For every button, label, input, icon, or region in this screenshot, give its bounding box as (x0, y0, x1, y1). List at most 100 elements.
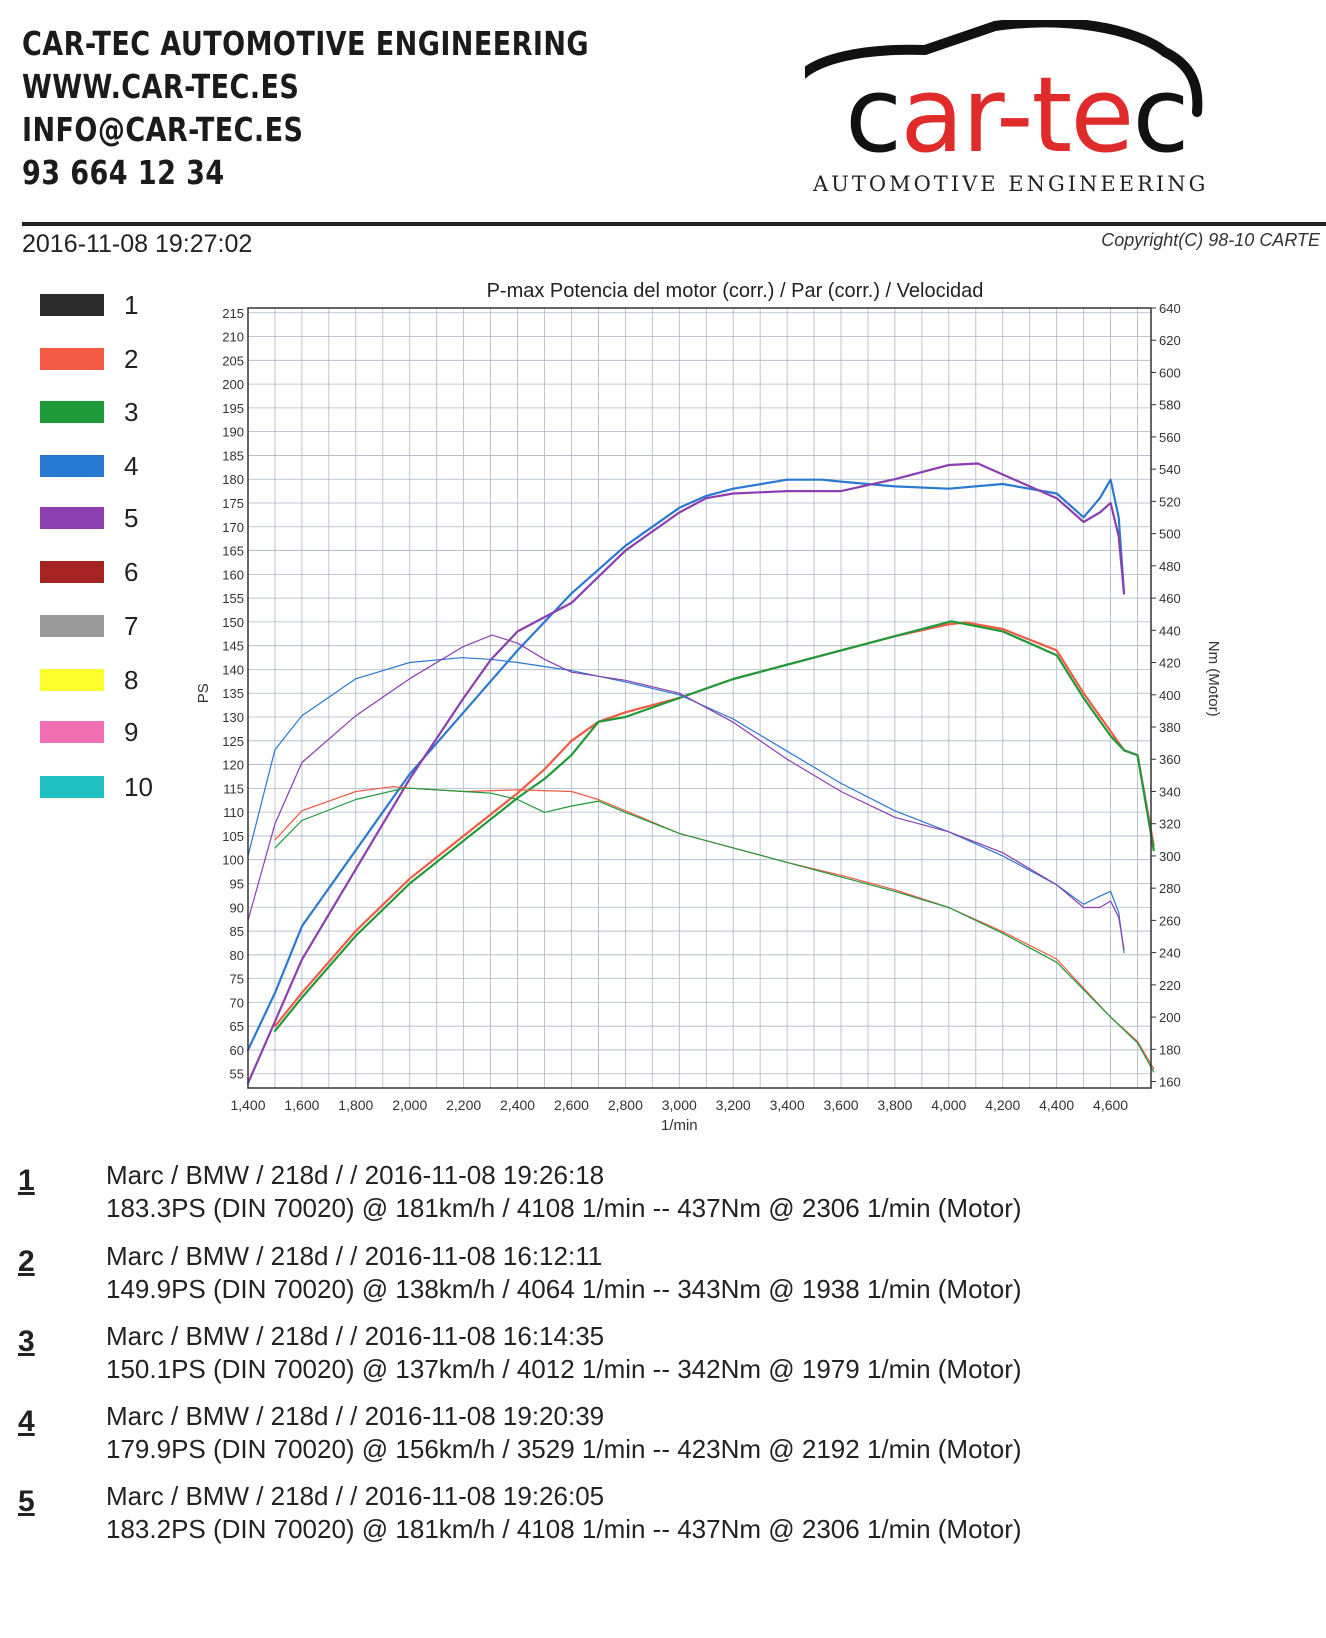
y-right-tick-label: 460 (1159, 591, 1181, 606)
power-curve (273, 620, 1155, 1032)
legend-item: 7 (40, 611, 240, 641)
y-left-tick-label: 65 (230, 1019, 244, 1034)
y-right-tick-label: 380 (1159, 720, 1181, 735)
legend-label: 1 (124, 290, 139, 320)
y-right-tick-label: 200 (1159, 1010, 1181, 1025)
company-email: INFO@CAR-TEC.ES (22, 110, 304, 149)
y-right-tick-label: 420 (1159, 656, 1181, 671)
company-website: WWW.CAR-TEC.ES (22, 67, 300, 106)
y-left-tick-label: 85 (230, 924, 244, 939)
legend-swatch (40, 669, 104, 691)
header-divider (22, 222, 1326, 226)
legend-swatch (40, 455, 104, 477)
logo-wordmark: car-tec (845, 60, 1190, 170)
run-description: Marc / BMW / 218d / / 2016-11-08 19:26:1… (106, 1160, 605, 1190)
x-tick-label: 3,400 (770, 1097, 805, 1113)
copyright-notice: Copyright(C) 98-10 CARTE (1101, 230, 1320, 250)
y-left-tick-label: 160 (222, 567, 244, 582)
x-tick-label: 4,200 (985, 1097, 1020, 1113)
legend-label: 7 (124, 611, 139, 641)
chart-ticks: 1,400 1,600 1,800 2,000 2,200 2,400 2,600 2,800… (222, 301, 1180, 1113)
y-right-tick-label: 280 (1159, 881, 1181, 896)
y-left-tick-label: 140 (222, 662, 244, 677)
dyno-chart: P-max Potencia del motor (corr.) / Par (… (195, 280, 1222, 1134)
legend-item: 9 (40, 717, 240, 747)
y-right-tick-label: 520 (1159, 494, 1181, 509)
run-description: Marc / BMW / 218d / / 2016-11-08 16:14:3… (106, 1321, 605, 1351)
y-left-tick-label: 195 (222, 401, 244, 416)
power-curve (246, 462, 1126, 1085)
x-tick-label: 2,800 (608, 1097, 643, 1113)
y-right-tick-label: 240 (1159, 946, 1181, 961)
legend-swatch (40, 507, 104, 529)
x-tick-label: 2,400 (500, 1097, 535, 1113)
run-result: 149.9PS (DIN 70020) @ 138km/h / 4064 1/m… (106, 1274, 1022, 1304)
run-description: Marc / BMW / 218d / / 2016-11-08 19:20:3… (106, 1401, 605, 1431)
run-result: 179.9PS (DIN 70020) @ 156km/h / 3529 1/m… (106, 1434, 1022, 1464)
y-left-tick-label: 165 (222, 544, 244, 559)
run-number: 1 (18, 1164, 35, 1197)
run-number: 3 (18, 1325, 35, 1358)
run-entry: 4 Marc / BMW / 218d / / 2016-11-08 19:20… (18, 1401, 1118, 1481)
y-right-tick-label: 620 (1159, 333, 1181, 348)
legend-item: 6 (40, 557, 240, 587)
y-left-tick-label: 150 (222, 615, 244, 630)
x-tick-label: 1,400 (230, 1097, 265, 1113)
run-number: 4 (18, 1405, 35, 1438)
y-left-tick-label: 55 (230, 1067, 244, 1082)
y-right-tick-label: 360 (1159, 752, 1181, 767)
run-result: 183.2PS (DIN 70020) @ 181km/h / 4108 1/m… (106, 1514, 1022, 1544)
run-number: 2 (18, 1245, 35, 1278)
x-tick-label: 3,200 (716, 1097, 751, 1113)
x-tick-label: 4,600 (1093, 1097, 1128, 1113)
run-entry: 1 Marc / BMW / 218d / / 2016-11-08 19:26… (18, 1160, 1118, 1240)
logo-letter-c-end: c (1132, 54, 1189, 176)
torque-curve (247, 634, 1125, 950)
x-axis-label: 1/min (661, 1117, 698, 1134)
x-tick-label: 2,200 (446, 1097, 481, 1113)
y-right-tick-label: 300 (1159, 849, 1181, 864)
y-right-tick-label: 220 (1159, 978, 1181, 993)
legend-item: 2 (40, 344, 240, 374)
chart-series (246, 462, 1155, 1085)
y-left-tick-label: 185 (222, 448, 244, 463)
chart-title: P-max Potencia del motor (corr.) / Par (… (487, 280, 984, 302)
legend-item: 4 (40, 451, 240, 481)
y-left-tick-label: 95 (230, 876, 244, 891)
legend-swatch (40, 401, 104, 423)
logo-letter-c: c (845, 54, 902, 176)
company-contact-block: CAR-TEC AUTOMOTIVE ENGINEERING WWW.CAR-T… (22, 22, 714, 194)
y-left-tick-label: 90 (230, 900, 244, 915)
y-left-tick-label: 180 (222, 472, 244, 487)
y-right-tick-label: 260 (1159, 913, 1181, 928)
legend-swatch (40, 348, 104, 370)
y-axis-right-label: Nm (Motor) (1205, 641, 1222, 717)
y-right-tick-label: 180 (1159, 1042, 1181, 1057)
legend-item: 10 (40, 772, 240, 802)
run-description: Marc / BMW / 218d / / 2016-11-08 16:12:1… (106, 1241, 603, 1271)
legend-item: 5 (40, 503, 240, 533)
legend-label: 3 (124, 397, 139, 427)
y-right-tick-label: 600 (1159, 365, 1181, 380)
run-entry: 3 Marc / BMW / 218d / / 2016-11-08 16:14… (18, 1321, 1118, 1401)
x-tick-label: 4,000 (931, 1097, 966, 1113)
y-left-tick-label: 135 (222, 686, 244, 701)
y-left-tick-label: 130 (222, 710, 244, 725)
y-left-tick-label: 170 (222, 520, 244, 535)
y-left-tick-label: 105 (222, 829, 244, 844)
y-right-tick-label: 640 (1159, 301, 1181, 316)
y-left-tick-label: 125 (222, 734, 244, 749)
y-right-tick-label: 540 (1159, 462, 1181, 477)
run-entry: 2 Marc / BMW / 218d / / 2016-11-08 16:12… (18, 1241, 1118, 1321)
y-left-tick-label: 205 (222, 353, 244, 368)
run-result: 183.3PS (DIN 70020) @ 181km/h / 4108 1/m… (106, 1193, 1022, 1223)
y-left-tick-label: 215 (222, 306, 244, 321)
y-left-tick-label: 75 (230, 972, 244, 987)
run-result: 150.1PS (DIN 70020) @ 137km/h / 4012 1/m… (106, 1354, 1022, 1384)
y-right-tick-label: 580 (1159, 398, 1181, 413)
x-tick-label: 4,400 (1039, 1097, 1074, 1113)
y-left-tick-label: 145 (222, 639, 244, 654)
car-tec-logo: car-tec AUTOMOTIVE ENGINEERING (805, 20, 1245, 200)
x-tick-label: 1,800 (338, 1097, 373, 1113)
legend-swatch (40, 776, 104, 798)
